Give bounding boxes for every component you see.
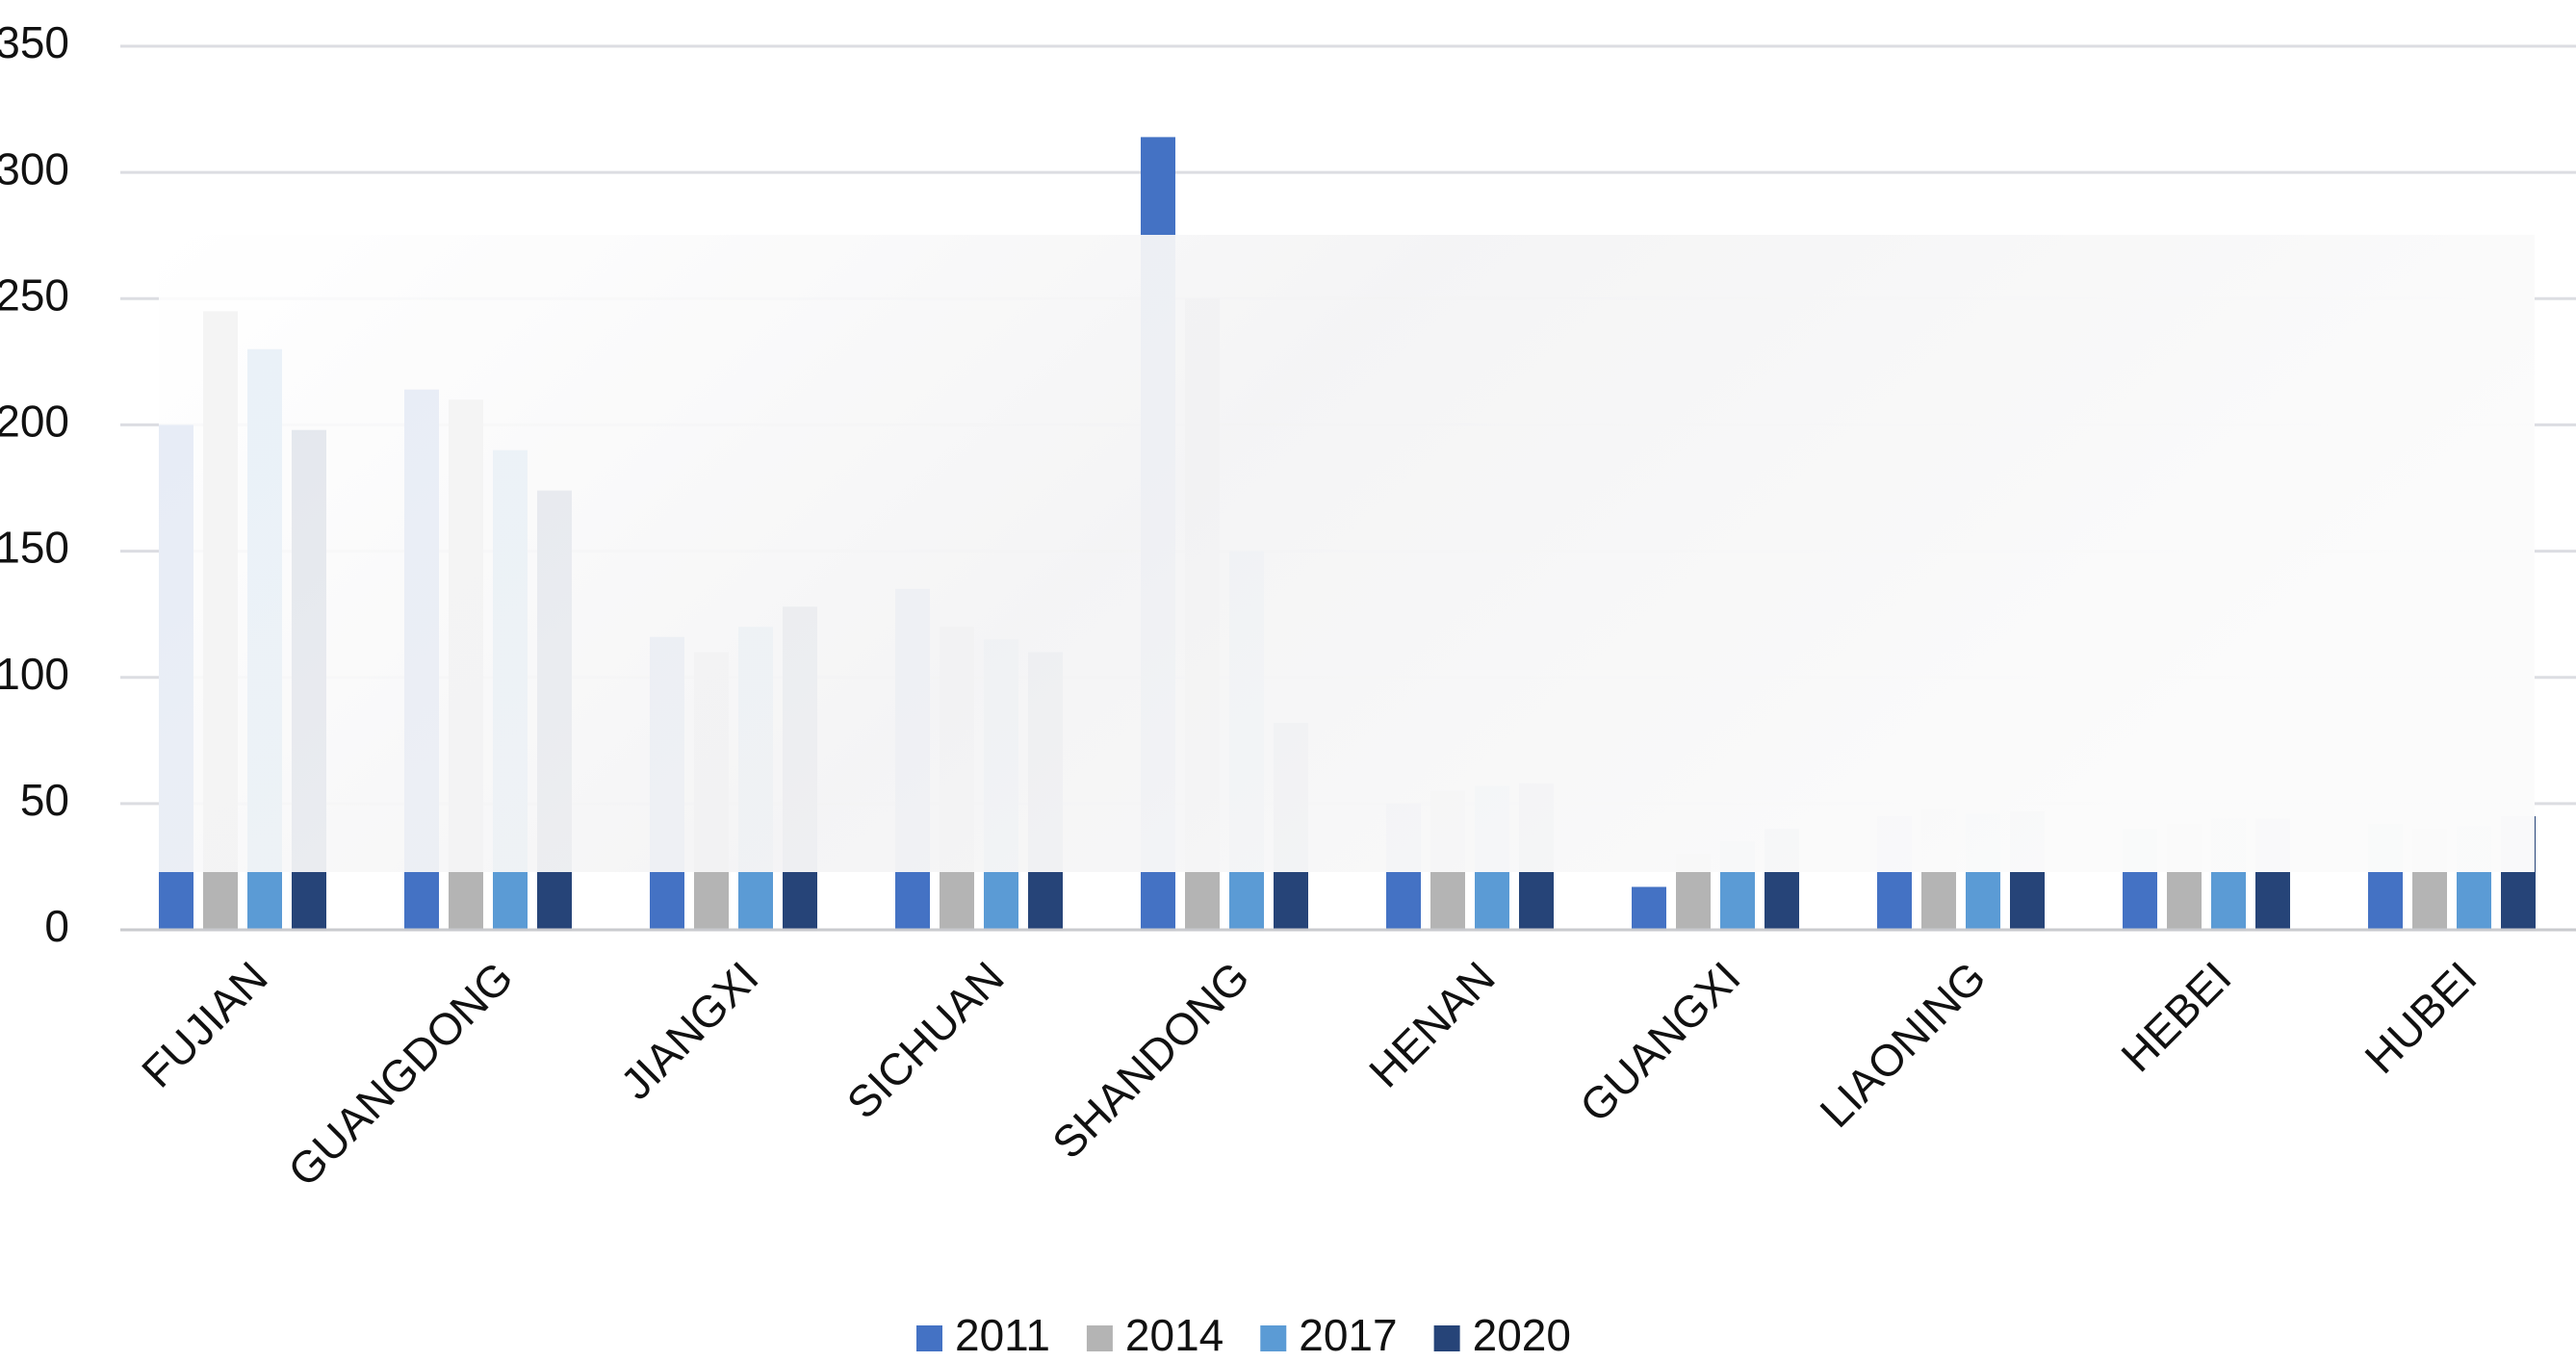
x-tick-label: HEBEI <box>2111 952 2240 1081</box>
legend-swatch <box>1086 1325 1113 1351</box>
x-tick-label: LIAONING <box>1810 952 1995 1137</box>
x-tick-label: HENAN <box>1359 952 1505 1097</box>
occluding-overlay <box>159 235 2535 872</box>
legend-label: 2020 <box>1473 1310 1571 1360</box>
x-tick-label: FUJIAN <box>132 952 277 1097</box>
legend: 2011 2014 2017 2020 <box>916 1310 1571 1360</box>
y-tick-label: 250 <box>0 270 69 320</box>
legend-swatch <box>1433 1325 1460 1351</box>
x-tick-label: JIANGXI <box>610 952 767 1109</box>
y-tick-label: 50 <box>20 775 69 825</box>
legend-label: 2014 <box>1125 1310 1224 1360</box>
x-tick-label: GUANGDONG <box>278 952 523 1196</box>
y-tick-label: 0 <box>44 901 69 951</box>
legend-label: 2017 <box>1299 1310 1397 1360</box>
x-tick-label: SHANDONG <box>1043 952 1259 1169</box>
legend-swatch <box>1260 1325 1287 1351</box>
x-tick-label: HUBEI <box>2355 952 2486 1083</box>
y-tick-label: 350 <box>0 17 69 67</box>
y-tick-label: 300 <box>0 143 69 193</box>
x-tick-label: SICHUAN <box>837 952 1014 1128</box>
legend-label: 2011 <box>955 1310 1050 1360</box>
y-tick-label: 100 <box>0 649 69 699</box>
x-tick-label: GUANGXI <box>1570 952 1750 1132</box>
bar <box>1632 887 1666 930</box>
y-tick-label: 200 <box>0 397 69 447</box>
y-tick-label: 150 <box>0 523 69 573</box>
legend-swatch <box>916 1325 942 1351</box>
